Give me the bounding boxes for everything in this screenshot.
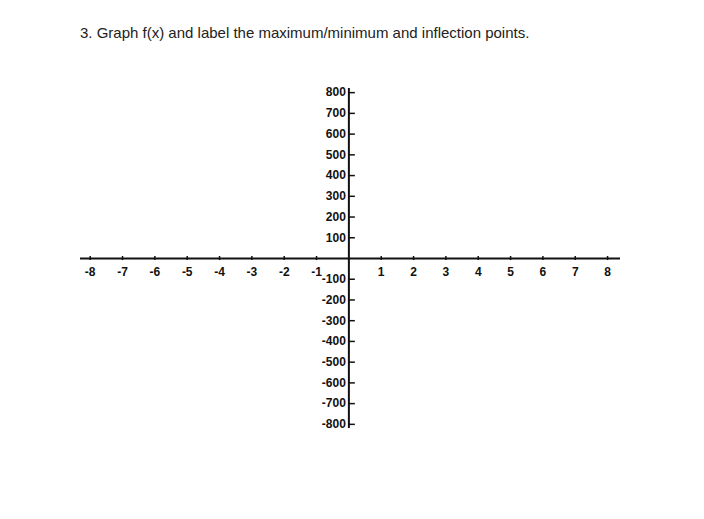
svg-text:100: 100 (326, 231, 346, 245)
svg-text:300: 300 (326, 189, 346, 203)
svg-text:-800: -800 (322, 417, 346, 431)
svg-text:-8: -8 (85, 265, 96, 279)
svg-text:400: 400 (326, 168, 346, 182)
svg-text:5: 5 (507, 265, 514, 279)
svg-text:-1: -1 (311, 265, 322, 279)
html-text:3. Graph f(x) and label the ma: 3. Graph f(x) and label the maximum/mini… (80, 24, 530, 41)
svg-text:-5: -5 (182, 265, 193, 279)
svg-text:-100: -100 (322, 272, 346, 286)
svg-text:-300: -300 (322, 314, 346, 328)
svg-text:600: 600 (326, 127, 346, 141)
svg-text:500: 500 (326, 148, 346, 162)
svg-text:-400: -400 (322, 334, 346, 348)
svg-text:-600: -600 (322, 376, 346, 390)
svg-text:3: 3 (443, 265, 450, 279)
svg-text:-700: -700 (322, 396, 346, 410)
svg-text:-2: -2 (279, 265, 290, 279)
svg-text:6: 6 (540, 265, 547, 279)
svg-text:800: 800 (326, 85, 346, 99)
svg-text:200: 200 (326, 210, 346, 224)
svg-text:1: 1 (378, 265, 385, 279)
svg-text:-200: -200 (322, 293, 346, 307)
svg-text:-500: -500 (322, 355, 346, 369)
svg-text:7: 7 (572, 265, 579, 279)
svg-text:-3: -3 (247, 265, 258, 279)
svg-text:8: 8 (604, 265, 611, 279)
svg-text:-7: -7 (117, 265, 128, 279)
svg-text:-4: -4 (214, 265, 225, 279)
svg-text:4: 4 (475, 265, 482, 279)
svg-text:700: 700 (326, 106, 346, 120)
svg-text:-6: -6 (150, 265, 161, 279)
svg-text:2: 2 (410, 265, 417, 279)
